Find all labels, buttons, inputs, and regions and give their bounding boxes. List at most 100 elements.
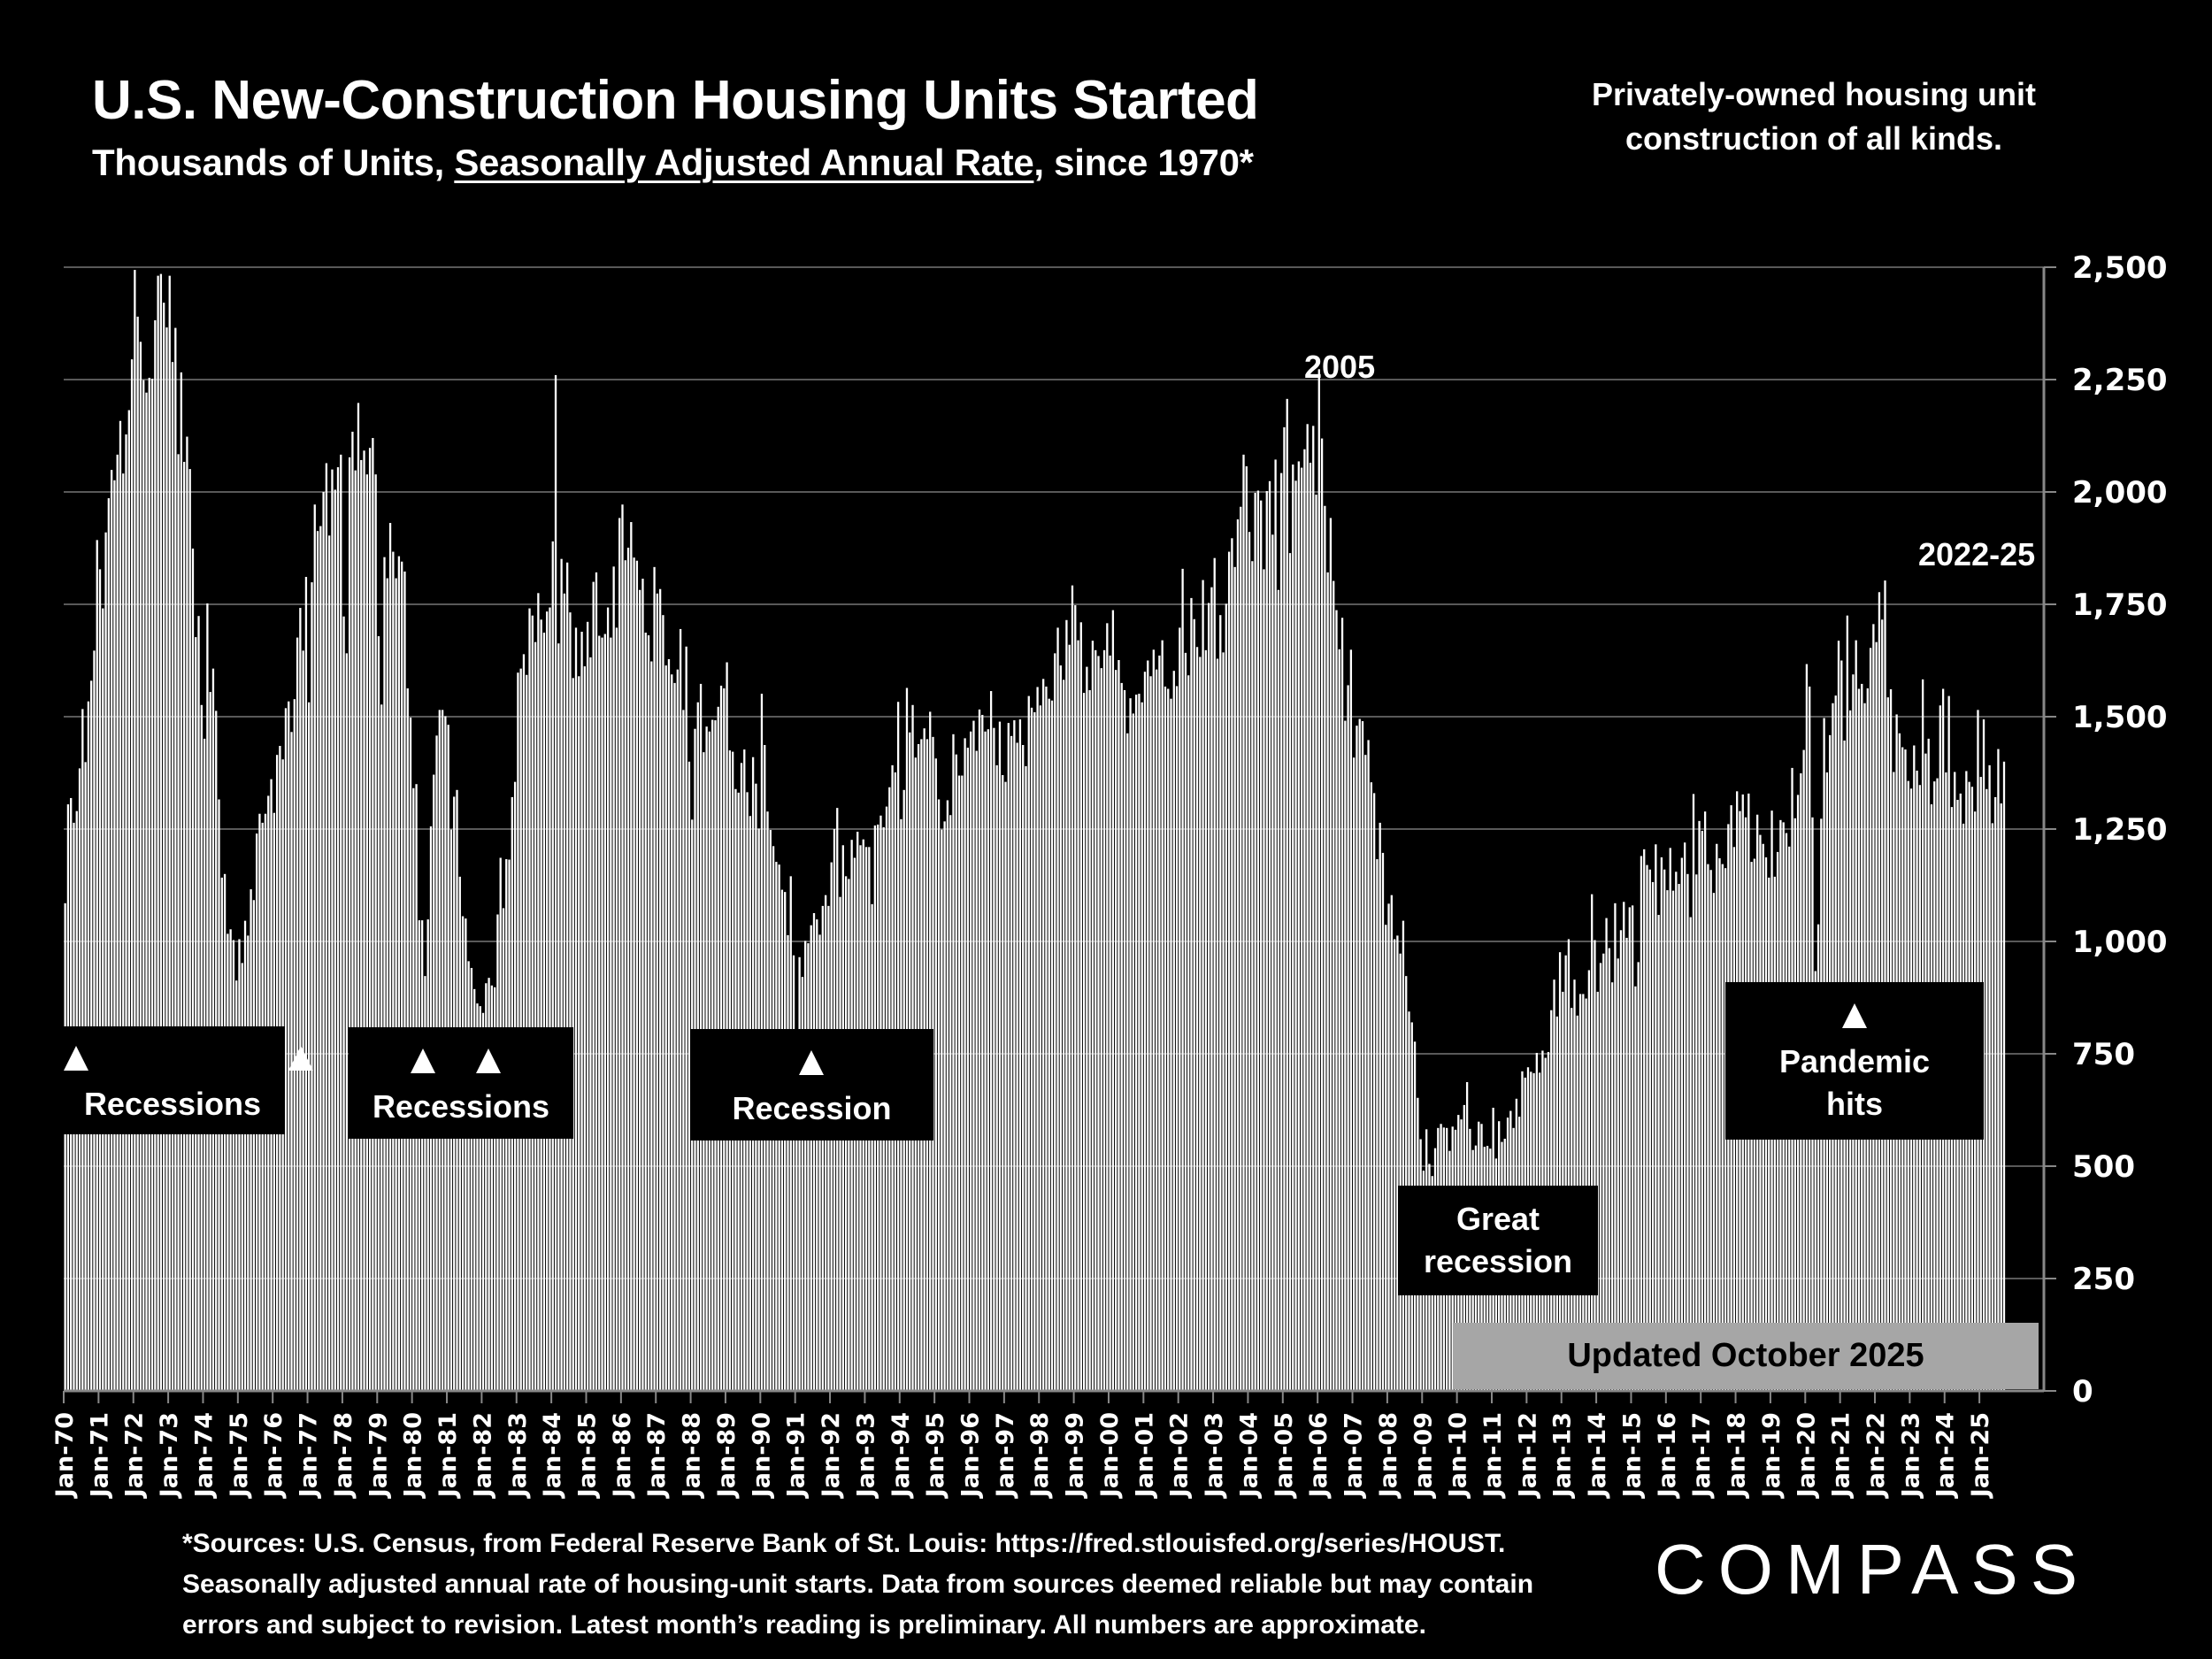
bar bbox=[1340, 618, 1344, 1391]
bar bbox=[981, 714, 984, 1391]
x-tick-label: Jan-00 bbox=[1096, 1412, 1124, 1499]
x-tick-label: Jan-89 bbox=[713, 1412, 741, 1499]
recessions-callout-2: Recessions bbox=[349, 1027, 573, 1139]
bar bbox=[191, 549, 195, 1391]
x-tick-label: Jan-03 bbox=[1201, 1412, 1228, 1499]
bar bbox=[319, 526, 322, 1391]
bar bbox=[1610, 982, 1614, 1391]
bar bbox=[1149, 676, 1152, 1391]
bar bbox=[989, 691, 993, 1391]
bar bbox=[401, 561, 403, 1391]
bar bbox=[1587, 970, 1591, 1391]
bar bbox=[1721, 864, 1724, 1391]
bar bbox=[1335, 610, 1338, 1391]
bar bbox=[490, 985, 494, 1391]
bar bbox=[1022, 745, 1025, 1391]
bar bbox=[157, 275, 159, 1391]
bar bbox=[1573, 979, 1576, 1391]
bar bbox=[386, 578, 388, 1391]
bar bbox=[467, 961, 470, 1391]
bar bbox=[284, 708, 288, 1391]
bar bbox=[1036, 687, 1039, 1391]
bar bbox=[961, 775, 964, 1391]
bar bbox=[1329, 518, 1333, 1391]
bar bbox=[102, 608, 104, 1391]
bar bbox=[1317, 369, 1320, 1391]
bar bbox=[943, 821, 946, 1391]
bar bbox=[1660, 857, 1663, 1391]
bar bbox=[1100, 668, 1102, 1391]
x-tick-label: Jan-94 bbox=[887, 1412, 915, 1499]
x-tick-label: Jan-21 bbox=[1828, 1412, 1855, 1499]
y-tick-label: 2,500 bbox=[2072, 250, 2168, 286]
bar bbox=[560, 558, 563, 1391]
bar bbox=[624, 560, 626, 1391]
bar bbox=[1338, 649, 1340, 1391]
bar bbox=[342, 616, 345, 1391]
bar bbox=[426, 919, 429, 1391]
bar bbox=[139, 342, 142, 1392]
y-tick-label: 500 bbox=[2072, 1149, 2135, 1185]
bar bbox=[1347, 685, 1349, 1391]
bar bbox=[1227, 551, 1231, 1391]
bar bbox=[1030, 707, 1033, 1391]
bar bbox=[1056, 627, 1059, 1391]
pandemic-callout: Pandemic hits bbox=[1725, 982, 1984, 1140]
callout-label: Recessions bbox=[372, 1088, 550, 1125]
bar bbox=[1390, 895, 1393, 1391]
bar bbox=[534, 641, 537, 1391]
bar bbox=[1701, 831, 1703, 1391]
triangle-marker-icon bbox=[1842, 1003, 1867, 1028]
bar bbox=[1233, 566, 1236, 1391]
bar bbox=[1216, 658, 1219, 1391]
triangle-marker-icon bbox=[288, 1046, 313, 1071]
bar bbox=[1669, 848, 1671, 1391]
callout-label-line2: hits bbox=[1825, 1086, 1883, 1122]
bar bbox=[296, 637, 299, 1391]
bar bbox=[1599, 963, 1602, 1391]
bar bbox=[952, 733, 955, 1391]
great-recession-callout: Great recession bbox=[1398, 1186, 1598, 1295]
bar bbox=[1033, 711, 1036, 1391]
bar bbox=[1695, 874, 1698, 1391]
x-tick-label: Jan-95 bbox=[922, 1412, 949, 1499]
bar bbox=[397, 556, 401, 1391]
bar bbox=[168, 275, 171, 1391]
bar bbox=[578, 676, 580, 1391]
y-tick-label: 1,000 bbox=[2072, 925, 2168, 960]
x-tick-label: Jan-86 bbox=[609, 1412, 636, 1499]
bar bbox=[551, 541, 554, 1391]
bar bbox=[1164, 686, 1167, 1391]
x-tick-label: Jan-13 bbox=[1549, 1412, 1577, 1499]
bar bbox=[1195, 647, 1199, 1391]
bar bbox=[804, 941, 807, 1391]
bar bbox=[206, 603, 209, 1391]
bar bbox=[1292, 465, 1294, 1391]
bar bbox=[331, 469, 334, 1391]
bar bbox=[2000, 803, 2002, 1391]
chart-subtitle: Thousands of Units, Seasonally Adjusted … bbox=[92, 142, 1254, 184]
bar bbox=[1634, 986, 1637, 1391]
bar bbox=[180, 372, 183, 1391]
bar bbox=[1712, 893, 1716, 1391]
updated-badge: Updated October 2025 bbox=[1453, 1323, 2039, 1389]
bar bbox=[1625, 937, 1628, 1391]
bar bbox=[476, 1003, 479, 1391]
bar bbox=[998, 721, 1002, 1391]
bar bbox=[972, 720, 975, 1391]
bar bbox=[1115, 670, 1118, 1391]
bar bbox=[1147, 660, 1149, 1391]
bar bbox=[1260, 500, 1263, 1391]
bar bbox=[1132, 713, 1134, 1391]
bar bbox=[388, 523, 392, 1391]
bar bbox=[641, 579, 644, 1391]
bar bbox=[182, 461, 186, 1392]
x-tick-label: Jan-83 bbox=[504, 1412, 532, 1499]
x-tick-label: Jan-05 bbox=[1271, 1412, 1298, 1499]
bar bbox=[1567, 939, 1571, 1391]
bar bbox=[1372, 793, 1376, 1391]
bar bbox=[1152, 649, 1155, 1391]
x-tick-label: Jan-71 bbox=[86, 1412, 113, 1499]
x-tick-label: Jan-25 bbox=[1967, 1412, 1994, 1499]
